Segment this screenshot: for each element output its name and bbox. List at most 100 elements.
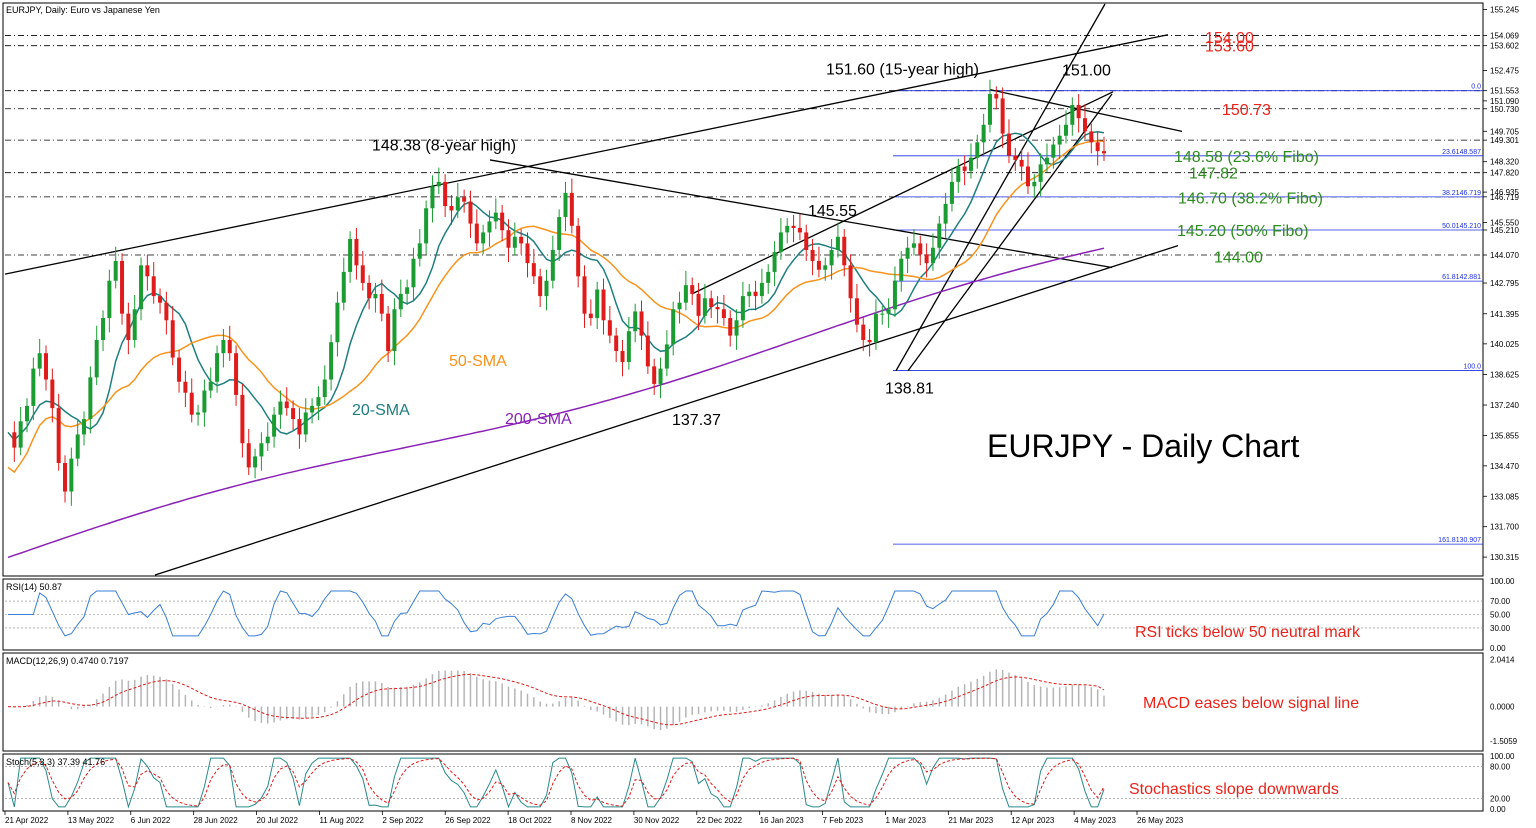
price-axis-label-21: 135.855	[1490, 431, 1519, 440]
macd-axis-label-1: 0.0000	[1490, 703, 1515, 712]
price-axis-label-17: 141.395	[1490, 310, 1519, 319]
candle-body	[436, 181, 441, 187]
price-axis-label-4: 151.553	[1490, 87, 1519, 96]
candle-body	[690, 285, 695, 294]
candle-body	[474, 223, 479, 244]
rsi-line	[8, 590, 1105, 637]
candle-body	[56, 408, 61, 463]
rsi-panel	[2, 578, 1484, 651]
candle-body	[360, 265, 365, 283]
candle-body	[50, 379, 55, 409]
candle-body	[702, 298, 707, 316]
candle-body	[525, 243, 530, 264]
candle-body	[297, 419, 302, 435]
time-axis-label-9: 8 Nov 2022	[571, 816, 612, 825]
level-annotation-3: 148.58 (23.6% Fibo)	[1174, 149, 1319, 166]
candle-body	[341, 271, 346, 303]
candle-body	[139, 265, 144, 310]
price-axis-label-8: 149.301	[1490, 136, 1519, 145]
stochastic-note: Stochastics slope downwards	[1129, 781, 1339, 798]
candle-body	[778, 232, 783, 253]
time-axis-label-14: 1 Mar 2023	[885, 816, 926, 825]
candle-body	[1082, 118, 1087, 132]
candle-body	[962, 166, 967, 171]
candle-body	[284, 401, 289, 409]
rsi-axis-label-1: 70.00	[1490, 597, 1511, 606]
price-axis-label-18: 140.025	[1490, 340, 1519, 349]
time-axis-label-1: 13 May 2022	[68, 816, 115, 825]
candle-body	[386, 313, 391, 351]
candle-body	[379, 293, 384, 314]
candle-body	[278, 401, 283, 415]
candle-body	[354, 238, 359, 266]
candle-body	[747, 291, 752, 297]
candle-body	[63, 462, 68, 492]
price-axis-label-22: 134.470	[1490, 462, 1519, 471]
candle-body	[1089, 131, 1094, 143]
fib-label-0: 0.0	[1471, 84, 1481, 91]
candle-body	[196, 412, 201, 415]
candle-body	[215, 353, 220, 382]
candle-body	[455, 197, 460, 211]
candle-body	[234, 353, 239, 395]
candle-body	[658, 368, 663, 384]
stoch-axis-label-1: 80.00	[1490, 763, 1511, 772]
candle-body	[31, 368, 36, 406]
candle-body	[880, 313, 885, 315]
candle-body	[335, 302, 340, 343]
candle-body	[88, 377, 93, 420]
trendline-descending-151	[989, 89, 1183, 133]
candle-body	[145, 265, 150, 277]
channel-upper	[691, 91, 1114, 295]
candle-body	[1070, 105, 1075, 125]
candle-body	[44, 353, 49, 380]
candle-body	[626, 331, 631, 362]
candle-body	[1013, 155, 1018, 160]
price-axis-label-12: 146.719	[1490, 193, 1519, 202]
time-axis-label-11: 22 Dec 2022	[697, 816, 743, 825]
macd-panel-label: MACD(12,26,9) 0.4740 0.7197	[6, 656, 129, 666]
candle-body	[208, 381, 213, 391]
candle-body	[968, 157, 973, 171]
candle-body	[842, 236, 847, 266]
candle-body	[766, 271, 771, 283]
candle-body	[405, 287, 410, 294]
candle-body	[924, 254, 929, 264]
candle-body	[835, 236, 840, 250]
candle-body	[1006, 133, 1011, 156]
price-axis-label-0: 155.245	[1490, 6, 1519, 15]
sma50-label: 50-SMA	[449, 353, 507, 370]
candle-body	[531, 263, 536, 277]
level-annotation-6: 145.20 (50% Fibo)	[1177, 223, 1309, 240]
candle-body	[804, 232, 809, 250]
candle-body	[1095, 142, 1100, 152]
time-axis-label-16: 12 Apr 2023	[1011, 816, 1055, 825]
price-annotation-1: 151.60 (15-year high)	[826, 61, 979, 78]
candle-body	[576, 225, 581, 277]
price-axis-label-7: 149.705	[1490, 127, 1519, 136]
candle-body	[981, 124, 986, 143]
price-axis-label-20: 137.240	[1490, 401, 1519, 410]
rsi-axis-label-0: 100.00	[1490, 577, 1515, 586]
price-axis-label-6: 150.730	[1490, 105, 1519, 114]
candle-body	[905, 247, 910, 259]
candle-body	[930, 247, 935, 264]
candle-body	[449, 206, 454, 211]
candle-body	[316, 397, 321, 406]
candle-body	[227, 340, 232, 354]
price-axis-label-5: 151.090	[1490, 97, 1519, 106]
time-axis-label-15: 21 Mar 2023	[948, 816, 993, 825]
candle-body	[949, 181, 954, 204]
candle-body	[113, 260, 118, 281]
candle-body	[481, 232, 486, 244]
sma50-line	[7, 140, 1105, 474]
stochastic-panel-label: Stoch(5,3,3) 37.39 41.76	[6, 757, 105, 767]
candle-body	[715, 307, 720, 310]
stoch-k-line	[7, 757, 1105, 809]
candle-body	[601, 289, 606, 321]
candle-body	[170, 320, 175, 358]
candle-body	[189, 392, 194, 415]
candle-body	[569, 192, 574, 226]
channel-lower	[907, 93, 1113, 372]
fib-label-1: 23.6148.587	[1442, 149, 1481, 156]
